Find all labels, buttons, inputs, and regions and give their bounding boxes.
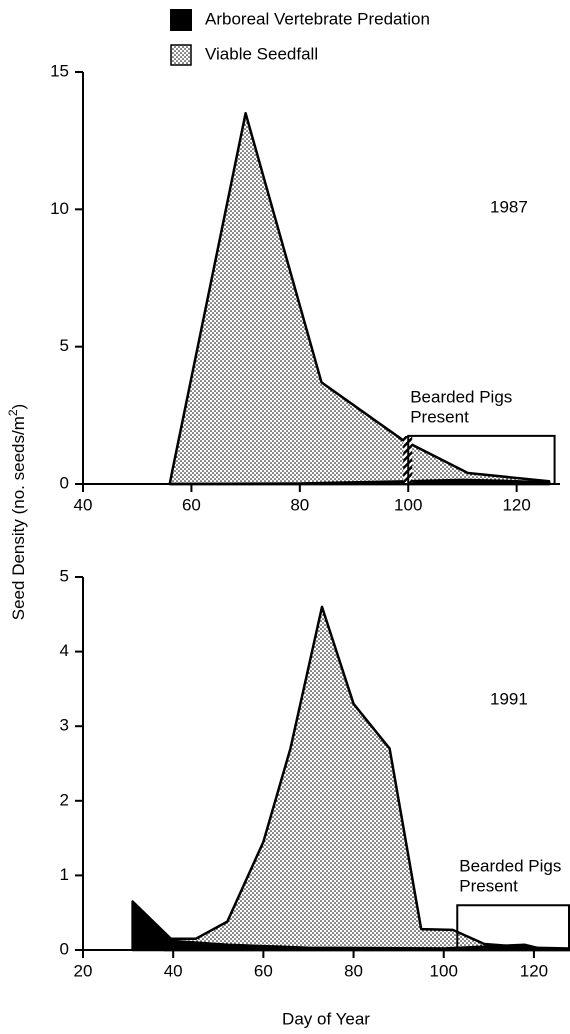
y-tick-label: 15	[50, 61, 69, 80]
y-tick-label: 3	[60, 716, 69, 735]
x-tick-label: 100	[394, 495, 422, 514]
y-tick-label: 1	[60, 865, 69, 884]
seedfall-area	[162, 605, 570, 952]
year-label: 1987	[490, 197, 528, 216]
y-tick-label: 2	[60, 790, 69, 809]
pigs-box	[407, 434, 556, 484]
x-axis-label: Day of Year	[282, 1009, 370, 1028]
x-tick-label: 80	[344, 961, 363, 980]
year-label: 1991	[490, 690, 528, 709]
y-tick-label: 0	[60, 473, 69, 492]
pigs-label: Bearded Pigs	[410, 387, 512, 406]
x-tick-label: 40	[164, 961, 183, 980]
y-axis-label-text: Seed Density (no. seeds/m	[9, 416, 28, 620]
pigs-label: Present	[410, 407, 469, 426]
legend-label: Arboreal Vertebrate Predation	[205, 9, 430, 28]
legend-swatch	[170, 9, 192, 31]
y-tick-label: 0	[60, 939, 69, 958]
x-tick-label: 60	[182, 495, 201, 514]
x-tick-label: 40	[74, 495, 93, 514]
legend-swatch	[170, 44, 192, 66]
pigs-label: Present	[459, 877, 518, 896]
x-tick-label: 80	[290, 495, 309, 514]
pigs-label: Bearded Pigs	[459, 857, 561, 876]
legend-label: Viable Seedfall	[205, 44, 318, 63]
y-axis-label: Seed Density (no. seeds/m2)	[6, 404, 28, 620]
x-tick-label: 20	[74, 961, 93, 980]
y-tick-label: 4	[60, 641, 69, 660]
seedfall-area	[168, 111, 551, 486]
y-tick-label: 10	[50, 199, 69, 218]
pigs-box	[456, 904, 570, 950]
y-axis-label-sup: 2	[6, 409, 20, 416]
y-tick-label: 5	[60, 566, 69, 585]
y-tick-label: 5	[60, 336, 69, 355]
x-tick-label: 120	[502, 495, 530, 514]
x-tick-label: 120	[520, 961, 548, 980]
x-tick-label: 100	[430, 961, 458, 980]
x-tick-label: 60	[254, 961, 273, 980]
y-axis-label-text: )	[9, 404, 28, 410]
